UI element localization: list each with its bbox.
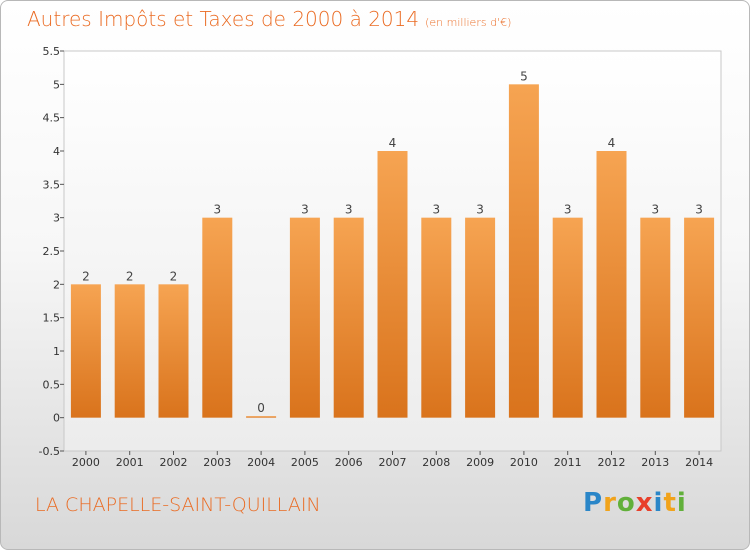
data-label: 4 (608, 136, 616, 150)
data-label: 2 (170, 269, 178, 283)
y-tick-label: 2 (53, 278, 60, 291)
x-tick-label: 2014 (685, 456, 713, 469)
bar (508, 84, 539, 418)
logo-letter: i (653, 488, 664, 518)
data-label: 3 (432, 203, 440, 217)
bar (158, 284, 189, 418)
data-label: 3 (651, 203, 659, 217)
bar (684, 217, 715, 418)
x-tick-label: 2006 (335, 456, 363, 469)
logo-letter: r (603, 488, 617, 518)
x-tick-label: 2008 (422, 456, 450, 469)
proxiti-logo[interactable]: Proxiti (583, 488, 687, 518)
bar (552, 217, 583, 418)
data-label: 5 (520, 69, 528, 83)
x-tick-label: 2004 (247, 456, 275, 469)
data-label: 3 (564, 203, 572, 217)
y-tick-label: 5.5 (43, 45, 61, 58)
logo-letter: x (635, 488, 654, 518)
data-label: 3 (695, 203, 703, 217)
bar (640, 217, 671, 418)
chart-unit: (en milliers d'€) (425, 16, 512, 29)
y-tick-label: -0.5 (39, 445, 60, 458)
y-tick-label: 4.5 (43, 112, 61, 125)
bar (421, 217, 452, 418)
bar (70, 284, 101, 418)
data-label: 3 (345, 203, 353, 217)
y-tick-label: 3.5 (43, 178, 61, 191)
chart-title: Autres Impôts et Taxes de 2000 à 2014 (en… (27, 7, 511, 31)
y-axis: -0.5 0 0.5 1 1.5 2 2.5 3 3.5 4 4.5 5 5.5 (39, 45, 64, 458)
data-label: 4 (389, 136, 397, 150)
bar (289, 217, 320, 418)
bar (246, 416, 277, 418)
data-label: 0 (257, 401, 265, 415)
x-tick-label: 2002 (160, 456, 188, 469)
x-tick-label: 2012 (598, 456, 626, 469)
x-tick-label: 2013 (641, 456, 669, 469)
data-label: 3 (301, 203, 309, 217)
y-tick-label: 2.5 (43, 245, 61, 258)
bars: 2 2 2 3 0 3 3 4 3 3 5 3 4 3 3 (70, 69, 715, 418)
y-tick-label: 1 (53, 345, 60, 358)
y-tick-label: 1.5 (43, 312, 61, 325)
logo-letter: t (663, 488, 677, 518)
bar (596, 151, 627, 418)
logo-letter: i (676, 488, 687, 518)
commune-name: LA CHAPELLE-SAINT-QUILLAIN (35, 494, 321, 516)
logo-letter: P (583, 488, 604, 518)
y-tick-label: 0 (53, 412, 60, 425)
y-tick-label: 0.5 (43, 378, 61, 391)
logo-letter: o (616, 488, 636, 518)
data-label: 2 (82, 269, 90, 283)
chart-title-text: Autres Impôts et Taxes de 2000 à 2014 (27, 7, 420, 31)
bar (114, 284, 145, 418)
y-tick-label: 3 (53, 212, 60, 225)
bar (465, 217, 496, 418)
x-tick-label: 2009 (466, 456, 494, 469)
y-tick-label: 4 (53, 145, 60, 158)
y-tick-label: 5 (53, 78, 60, 91)
x-tick-label: 2011 (554, 456, 582, 469)
x-tick-label: 2010 (510, 456, 538, 469)
data-label: 2 (126, 269, 134, 283)
x-tick-label: 2003 (203, 456, 231, 469)
x-tick-label: 2000 (72, 456, 100, 469)
bar (202, 217, 233, 418)
x-tick-label: 2005 (291, 456, 319, 469)
x-tick-label: 2007 (379, 456, 407, 469)
x-axis: 2000 2001 2002 2003 2004 2005 2006 2007 2008 2009… (72, 451, 713, 469)
data-label: 3 (213, 203, 221, 217)
data-label: 3 (476, 203, 484, 217)
x-tick-label: 2001 (116, 456, 144, 469)
bar (333, 217, 364, 418)
bar (377, 151, 408, 418)
